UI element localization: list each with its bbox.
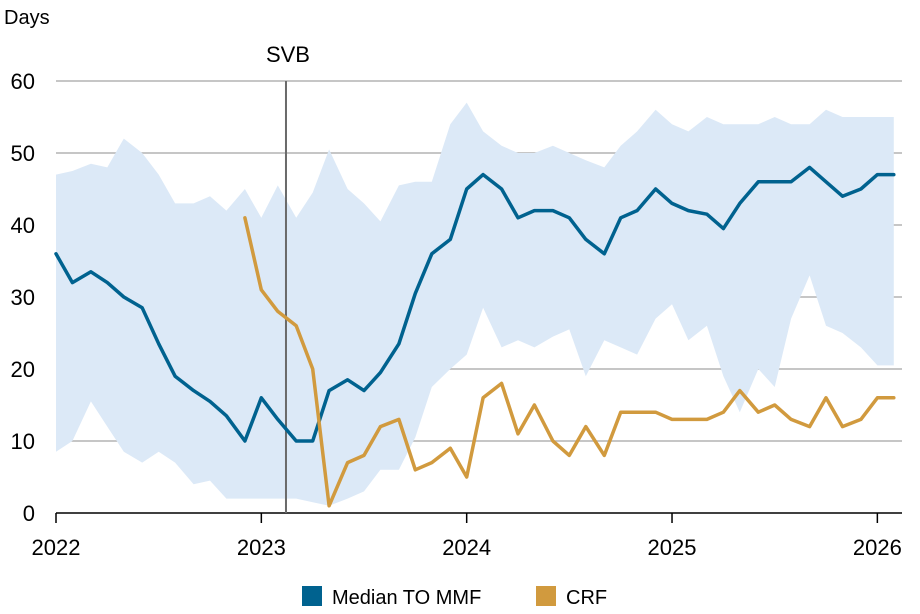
legend-label-median-to-mmf: Median TO MMF: [332, 587, 481, 609]
legend-label-crf: CRF: [566, 587, 607, 609]
x-tick-2025: 2025: [648, 535, 697, 560]
y-tick-0: 0: [23, 501, 35, 526]
x-tick-2022: 2022: [32, 535, 81, 560]
x-tick-2026: 2026: [853, 535, 902, 560]
svb-label: SVB: [266, 42, 310, 67]
legend: Median TO MMF CRF: [302, 586, 607, 609]
y-tick-30: 30: [11, 285, 35, 310]
y-tick-10: 10: [11, 429, 35, 454]
x-axis: 2022 2023 2024 2025 2026: [32, 513, 902, 560]
legend-swatch-crf: [536, 586, 556, 606]
y-tick-40: 40: [11, 213, 35, 238]
x-tick-2024: 2024: [442, 535, 491, 560]
y-axis-title: Days: [4, 7, 50, 29]
y-tick-20: 20: [11, 357, 35, 382]
y-tick-labels: 0 10 20 30 40 50 60: [11, 69, 35, 526]
y-tick-50: 50: [11, 141, 35, 166]
y-tick-60: 60: [11, 69, 35, 94]
x-tick-2023: 2023: [237, 535, 286, 560]
legend-swatch-median-to-mmf: [302, 586, 322, 606]
